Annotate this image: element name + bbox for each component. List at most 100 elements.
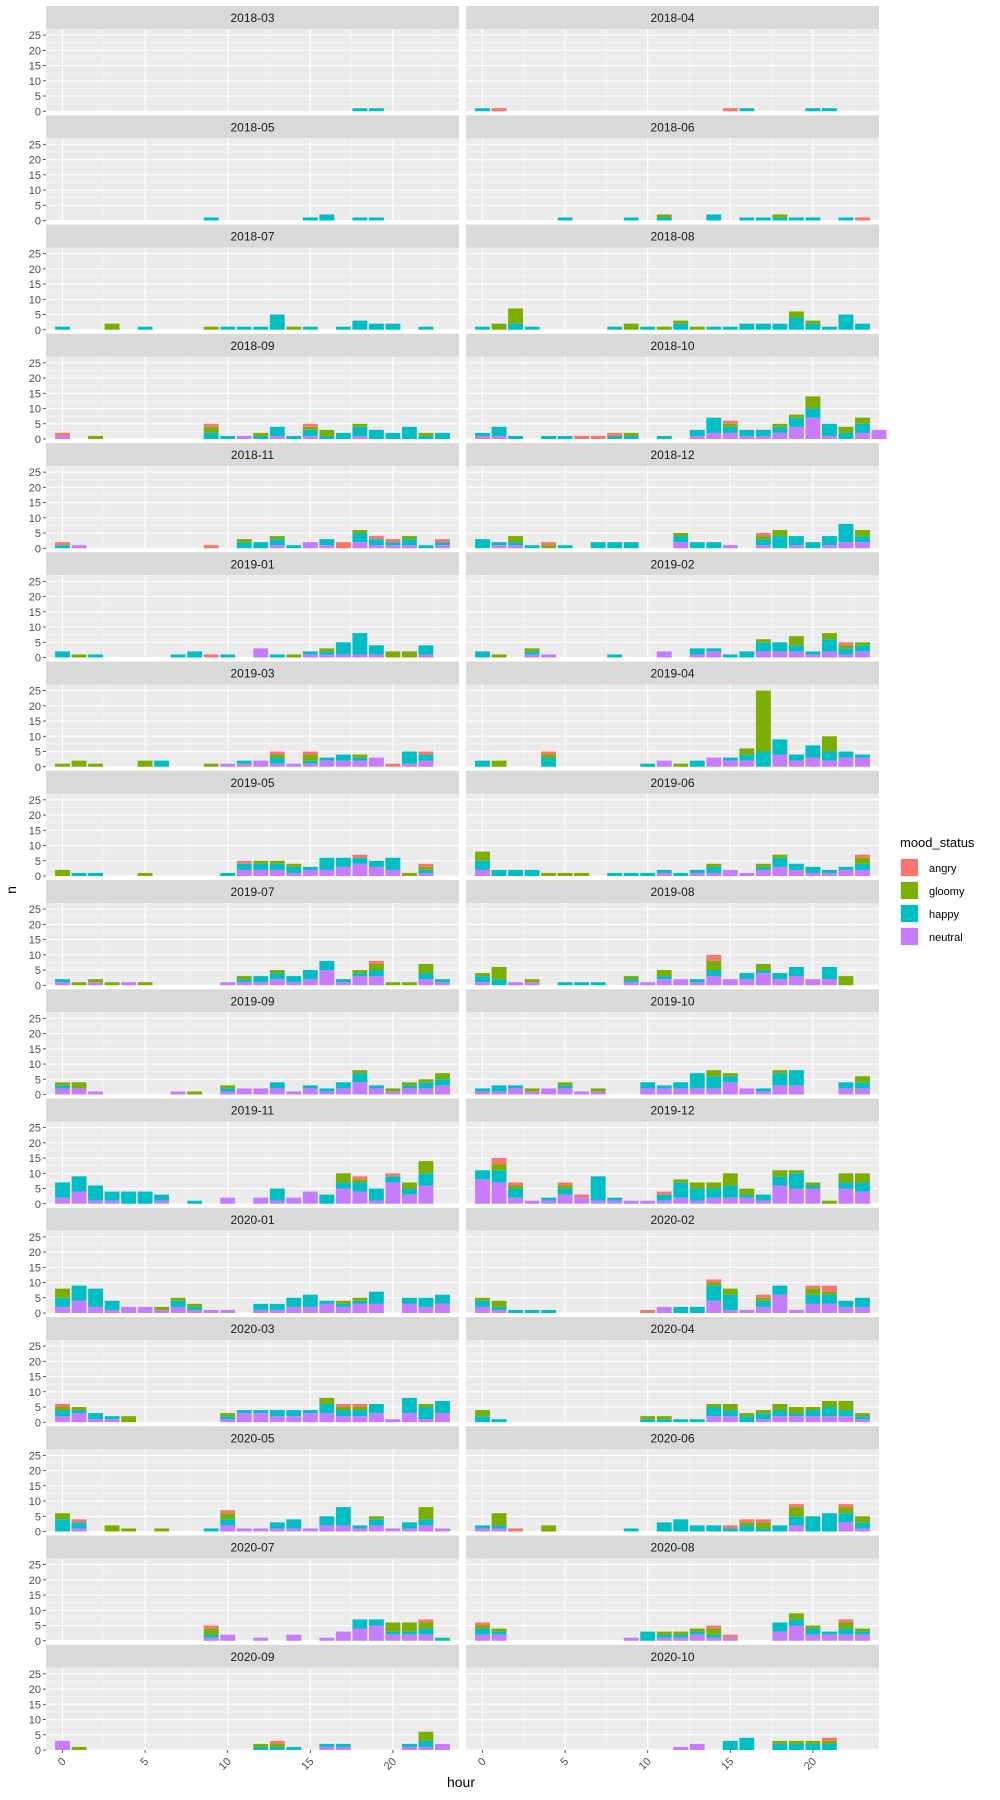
bar-segment-happy: [607, 1197, 623, 1201]
bar-segment-neutral: [352, 654, 368, 658]
bar-segment-neutral: [739, 760, 755, 767]
bar-segment-gloomy: [706, 1182, 722, 1189]
bar-segment-happy: [805, 1516, 821, 1532]
bar-segment-neutral: [55, 982, 70, 986]
bar-segment-gloomy: [121, 1528, 137, 1532]
bar-segment-happy: [755, 1088, 771, 1092]
bar-segment-angry: [368, 960, 384, 964]
bar-segment-neutral: [335, 866, 351, 876]
y-tick-label: 0: [35, 543, 41, 555]
bar-segment-neutral: [302, 542, 318, 549]
bar-segment-gloomy: [524, 1088, 540, 1092]
bar-segment-gloomy: [418, 1161, 434, 1174]
bar-segment-happy: [491, 542, 507, 546]
bar-segment-happy: [822, 639, 837, 652]
bar-segment-gloomy: [772, 1170, 788, 1177]
bar-segment-neutral: [71, 1191, 87, 1204]
bar-segment-happy: [71, 872, 87, 876]
bar-segment-happy: [368, 1403, 384, 1414]
bar-segment-happy: [508, 869, 523, 876]
bar-segment-happy: [269, 1410, 285, 1417]
bar-segment-happy: [418, 1519, 434, 1526]
bar-segment-gloomy: [805, 1740, 821, 1744]
bar-segment-happy: [706, 1188, 722, 1198]
bar-segment-neutral: [557, 1088, 573, 1095]
bar-segment-happy: [772, 426, 788, 433]
bar-segment-neutral: [368, 1625, 384, 1641]
facet-strip: [46, 115, 459, 139]
bar-segment-happy: [822, 966, 837, 980]
bar-segment-neutral: [302, 1413, 318, 1423]
bar-segment-happy: [402, 1188, 417, 1195]
bar-segment-happy: [656, 217, 672, 221]
panel-background: [46, 903, 459, 986]
bar-segment-neutral: [689, 1634, 705, 1641]
bar-segment-neutral: [253, 1197, 269, 1204]
bar-segment-neutral: [491, 1528, 507, 1532]
bar-segment-neutral: [286, 1091, 302, 1095]
y-tick-label: 10: [29, 1168, 41, 1180]
facet-panel: 2020-10: [466, 1644, 879, 1751]
bar-segment-neutral: [706, 651, 722, 658]
bar-segment-gloomy: [385, 1088, 401, 1092]
y-tick-label: 5: [35, 91, 41, 103]
bar-segment-neutral: [335, 982, 351, 986]
bar-segment-gloomy: [402, 1082, 417, 1086]
bar-segment-gloomy: [71, 1746, 87, 1750]
bar-segment-happy: [368, 323, 384, 330]
bar-segment-neutral: [623, 1200, 639, 1204]
bar-segment-happy: [706, 866, 722, 873]
bar-segment-gloomy: [220, 1513, 236, 1520]
bar-segment-happy: [788, 1070, 804, 1086]
bar-segment-gloomy: [855, 1173, 870, 1183]
facet-strip: [46, 224, 459, 248]
bar-segment-neutral: [286, 982, 302, 986]
bar-segment-angry: [352, 1176, 368, 1180]
bar-segment-neutral: [772, 866, 788, 876]
bar-segment-happy: [706, 1076, 722, 1089]
bar-segment-angry: [805, 1285, 821, 1289]
bar-segment-happy: [435, 1400, 450, 1414]
bar-segment-neutral: [772, 432, 788, 439]
bar-segment-gloomy: [623, 432, 639, 436]
bar-segment-neutral: [402, 545, 417, 549]
bar-segment-happy: [352, 1182, 368, 1192]
bar-segment-neutral: [385, 869, 401, 876]
bar-segment-neutral: [302, 869, 318, 876]
y-tick-label: 5: [35, 528, 41, 540]
bar-segment-angry: [722, 1525, 738, 1529]
bar-segment-neutral: [435, 1413, 450, 1423]
bar-segment-happy: [788, 863, 804, 870]
bar-segment-happy: [772, 323, 788, 330]
bar-segment-neutral: [805, 757, 821, 767]
bar-segment-angry: [269, 751, 285, 755]
y-tick-label: 5: [35, 1184, 41, 1196]
bar-segment-gloomy: [805, 1407, 821, 1411]
bar-segment-neutral: [475, 869, 490, 876]
bar-segment-neutral: [656, 1200, 672, 1204]
bar-segment-happy: [402, 1631, 417, 1635]
facet-label: 2018-11: [231, 448, 274, 462]
bar-segment-happy: [755, 751, 771, 767]
y-tick-label: 15: [29, 607, 41, 619]
facet-label: 2018-09: [230, 339, 274, 353]
bar-segment-neutral: [755, 1306, 771, 1313]
bar-segment-neutral: [269, 869, 285, 876]
bar-segment-neutral: [319, 1413, 335, 1423]
bar-segment-gloomy: [286, 863, 302, 867]
bar-segment-gloomy: [855, 642, 870, 646]
bar-segment-neutral: [402, 1194, 417, 1204]
bar-segment-neutral: [706, 976, 722, 986]
bar-segment-neutral: [574, 1091, 590, 1095]
facet-label: 2020-02: [650, 1213, 694, 1227]
bar-segment-neutral: [574, 1197, 590, 1204]
bar-segment-happy: [352, 217, 368, 221]
bar-segment-happy: [788, 645, 804, 652]
bar-segment-happy: [286, 545, 302, 549]
facet-strip: [466, 443, 879, 466]
bar-segment-happy: [739, 651, 755, 658]
bar-segment-gloomy: [71, 654, 87, 658]
y-tick-label: 5: [35, 1511, 41, 1523]
facet-panel: 2018-12: [466, 443, 879, 549]
bar-segment-happy: [755, 1528, 771, 1532]
